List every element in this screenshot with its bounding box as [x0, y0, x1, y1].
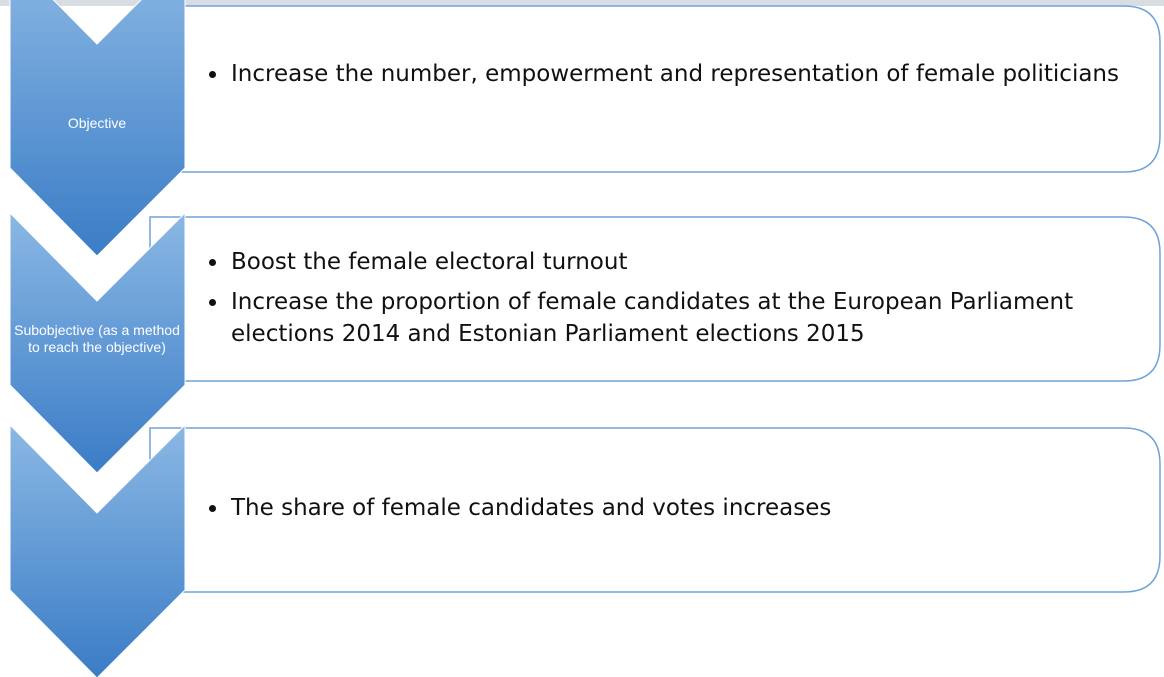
bullet-list: Increase the number, empowerment and rep…	[205, 58, 1125, 98]
bullet-item: The share of female candidates and votes…	[205, 492, 1125, 524]
step-label: Objective	[12, 115, 182, 132]
bullet-item: Increase the proportion of female candid…	[205, 286, 1125, 350]
bullet-list: Boost the female electoral turnout Increa…	[205, 246, 1125, 358]
bullet-item: Increase the number, empowerment and rep…	[205, 58, 1125, 90]
page: (() => { const data = JSON.parse(documen…	[0, 0, 1164, 677]
bullet-item: Boost the female electoral turnout	[205, 246, 1125, 278]
step-label: Subobjective (as a method to reach the o…	[12, 322, 182, 356]
bullet-list: The share of female candidates and votes…	[205, 492, 1125, 532]
